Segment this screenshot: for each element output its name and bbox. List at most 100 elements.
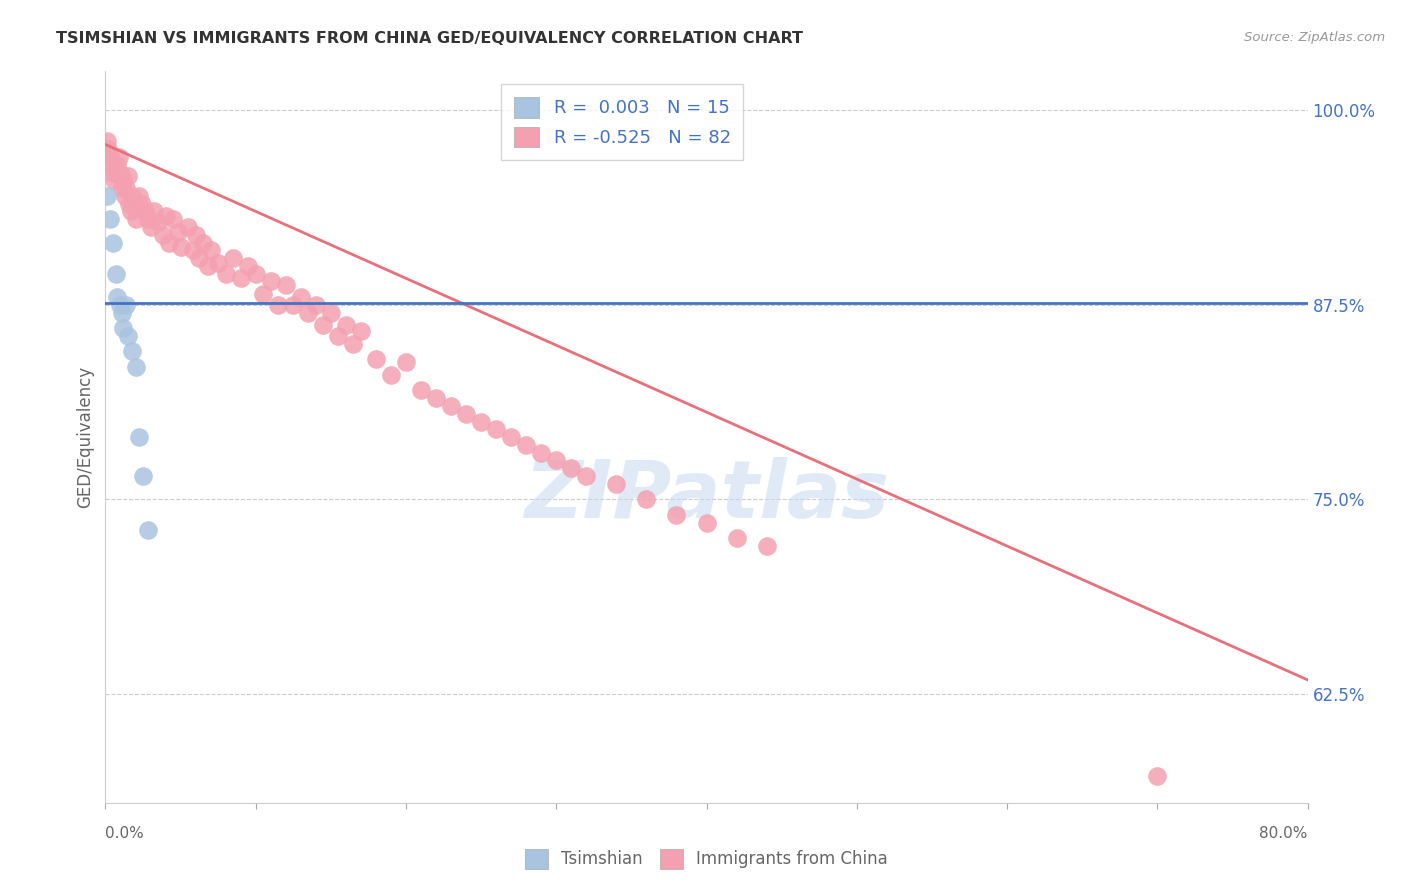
Point	[115, 298, 138, 312]
Point	[134, 204, 156, 219]
Point	[1146, 769, 1168, 783]
Point	[409, 384, 432, 398]
Point	[696, 516, 718, 530]
Point	[485, 422, 508, 436]
Point	[142, 204, 165, 219]
Point	[636, 492, 658, 507]
Point	[501, 430, 523, 444]
Point	[440, 399, 463, 413]
Text: ZIPatlas: ZIPatlas	[524, 457, 889, 534]
Point	[305, 298, 328, 312]
Text: TSIMSHIAN VS IMMIGRANTS FROM CHINA GED/EQUIVALENCY CORRELATION CHART: TSIMSHIAN VS IMMIGRANTS FROM CHINA GED/E…	[56, 31, 803, 46]
Point	[238, 259, 260, 273]
Point	[131, 196, 153, 211]
Point	[162, 212, 184, 227]
Point	[252, 286, 274, 301]
Point	[121, 189, 143, 203]
Point	[380, 368, 402, 382]
Point	[755, 539, 778, 553]
Point	[187, 251, 209, 265]
Point	[229, 271, 252, 285]
Point	[122, 200, 145, 214]
Point	[166, 225, 188, 239]
Legend: Tsimshian, Immigrants from China: Tsimshian, Immigrants from China	[515, 839, 898, 879]
Point	[274, 277, 297, 292]
Point	[335, 318, 357, 332]
Point	[177, 219, 200, 234]
Text: 80.0%: 80.0%	[1260, 827, 1308, 841]
Point	[605, 476, 627, 491]
Point	[98, 150, 121, 164]
Point	[283, 298, 305, 312]
Point	[181, 244, 204, 258]
Point	[117, 169, 139, 183]
Point	[112, 321, 135, 335]
Point	[136, 212, 159, 227]
Text: 0.0%: 0.0%	[105, 827, 145, 841]
Point	[136, 524, 159, 538]
Point	[328, 329, 350, 343]
Point	[120, 204, 142, 219]
Y-axis label: GED/Equivalency: GED/Equivalency	[76, 366, 94, 508]
Point	[342, 336, 364, 351]
Point	[470, 415, 492, 429]
Point	[132, 469, 155, 483]
Point	[128, 189, 150, 203]
Point	[101, 235, 124, 250]
Point	[530, 445, 553, 459]
Point	[207, 256, 229, 270]
Point	[100, 158, 122, 172]
Point	[725, 531, 748, 545]
Point	[128, 430, 150, 444]
Point	[96, 189, 118, 203]
Point	[124, 212, 146, 227]
Point	[115, 181, 138, 195]
Point	[222, 251, 245, 265]
Point	[395, 355, 418, 369]
Point	[118, 196, 141, 211]
Point	[139, 219, 162, 234]
Point	[108, 150, 131, 164]
Point	[104, 267, 127, 281]
Point	[96, 135, 118, 149]
Point	[575, 469, 598, 483]
Point	[124, 359, 146, 374]
Point	[107, 158, 129, 172]
Point	[546, 453, 568, 467]
Point	[364, 352, 387, 367]
Point	[197, 259, 219, 273]
Point	[260, 275, 283, 289]
Point	[97, 142, 120, 156]
Point	[515, 438, 537, 452]
Point	[665, 508, 688, 522]
Point	[103, 173, 125, 187]
Point	[104, 165, 127, 179]
Point	[267, 298, 290, 312]
Point	[191, 235, 214, 250]
Point	[290, 290, 312, 304]
Point	[214, 267, 236, 281]
Point	[110, 298, 132, 312]
Point	[350, 324, 373, 338]
Point	[111, 305, 134, 319]
Point	[312, 318, 335, 332]
Point	[152, 227, 174, 242]
Point	[121, 344, 143, 359]
Point	[184, 227, 207, 242]
Point	[98, 212, 121, 227]
Point	[155, 209, 177, 223]
Point	[560, 461, 582, 475]
Point	[425, 391, 447, 405]
Point	[112, 173, 135, 187]
Point	[245, 267, 267, 281]
Point	[107, 290, 129, 304]
Point	[454, 407, 477, 421]
Text: Source: ZipAtlas.com: Source: ZipAtlas.com	[1244, 31, 1385, 45]
Point	[111, 181, 134, 195]
Point	[297, 305, 319, 319]
Point	[157, 235, 180, 250]
Point	[110, 165, 132, 179]
Point	[319, 305, 342, 319]
Point	[200, 244, 222, 258]
Point	[101, 165, 124, 179]
